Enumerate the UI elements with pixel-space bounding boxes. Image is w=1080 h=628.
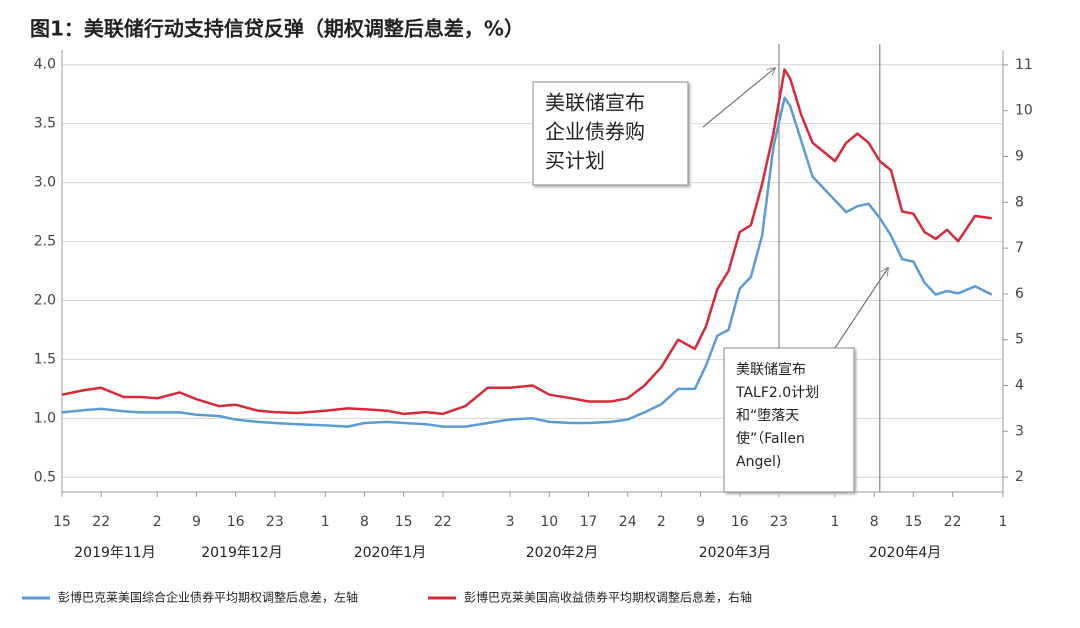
x-tick-label: 2 xyxy=(657,514,666,530)
x-tick-label: 8 xyxy=(360,514,369,530)
y-tick-label: 4.0 xyxy=(34,57,56,73)
series-line xyxy=(61,96,993,428)
legend-label: 彭博巴克莱美国高收益债券平均期权调整后息差，右轴 xyxy=(464,590,752,605)
y-tick-label: 1.5 xyxy=(34,351,56,367)
annotation-text: 使”（Fallen xyxy=(736,430,805,447)
y-tick-label: 2.5 xyxy=(34,234,56,250)
y2-tick-label: 6 xyxy=(1015,286,1024,302)
x-tick-label: 22 xyxy=(944,514,962,530)
x-tick-label: 22 xyxy=(434,514,452,530)
y-tick-label: 3.5 xyxy=(34,116,56,132)
legend-label: 彭博巴克莱美国综合企业债券平均期权调整后息差，左轴 xyxy=(58,590,358,605)
x-tick-label: 15 xyxy=(395,514,413,530)
annotation-text: TALF2.0计划 xyxy=(735,385,819,401)
x-tick-label: 15 xyxy=(904,514,922,530)
x-tick-label: 24 xyxy=(619,514,637,530)
x-tick-label: 3 xyxy=(506,514,515,530)
x-tick-label: 16 xyxy=(227,514,245,530)
y2-tick-label: 8 xyxy=(1015,194,1024,210)
x-tick-label: 1 xyxy=(321,514,330,530)
x-tick-label: 1 xyxy=(999,514,1008,530)
annotation-text: 美联储宣布 xyxy=(736,362,806,378)
x-tick-label: 23 xyxy=(266,514,284,530)
y2-tick-label: 5 xyxy=(1015,332,1024,348)
x-tick-label: 9 xyxy=(696,514,705,530)
x-tick-label: 10 xyxy=(540,514,558,530)
y2-tick-label: 2 xyxy=(1015,469,1024,485)
annotation-box xyxy=(723,347,855,493)
y-tick-label: 1.0 xyxy=(34,410,56,426)
y-tick-label: 3.0 xyxy=(34,175,56,191)
y2-tick-label: 10 xyxy=(1015,103,1033,119)
annotation-arrow xyxy=(702,68,775,128)
x-group-label: 2019年12月 xyxy=(201,545,282,561)
y2-tick-label: 7 xyxy=(1015,240,1024,256)
x-tick-label: 22 xyxy=(92,514,110,530)
x-tick-label: 17 xyxy=(580,514,598,530)
series-line xyxy=(61,68,992,416)
x-tick-label: 1 xyxy=(831,514,840,530)
annotation-text: 美联储宣布 xyxy=(545,91,645,115)
y-tick-label: 0.5 xyxy=(34,469,56,485)
annotation-box xyxy=(532,81,689,186)
y2-tick-label: 11 xyxy=(1015,57,1033,73)
x-tick-label: 2 xyxy=(153,514,162,530)
chart-title: 图1：美联储行动支持信贷反弹（期权调整后息差，%） xyxy=(30,17,524,41)
x-tick-label: 9 xyxy=(192,514,201,530)
y-tick-label: 2.0 xyxy=(34,292,56,308)
annotation-text: 企业债券购 xyxy=(545,120,645,144)
x-tick-label: 15 xyxy=(53,514,71,530)
y2-tick-label: 4 xyxy=(1015,378,1024,394)
y2-tick-label: 3 xyxy=(1015,423,1024,439)
x-tick-label: 8 xyxy=(870,514,879,530)
x-group-label: 2020年2月 xyxy=(526,545,599,561)
x-tick-label: 16 xyxy=(731,514,749,530)
x-tick-label: 23 xyxy=(770,514,788,530)
x-group-label: 2020年4月 xyxy=(869,545,942,561)
y2-tick-label: 9 xyxy=(1015,148,1024,164)
x-group-label: 2020年3月 xyxy=(699,545,772,561)
annotation-arrow xyxy=(834,268,888,349)
annotation-text: Angel) xyxy=(736,454,781,470)
x-group-label: 2019年11月 xyxy=(74,545,155,561)
annotation-text: 买计划 xyxy=(545,149,605,173)
x-group-label: 2020年1月 xyxy=(354,545,427,561)
annotation-text: 和“堕落天 xyxy=(736,407,799,424)
